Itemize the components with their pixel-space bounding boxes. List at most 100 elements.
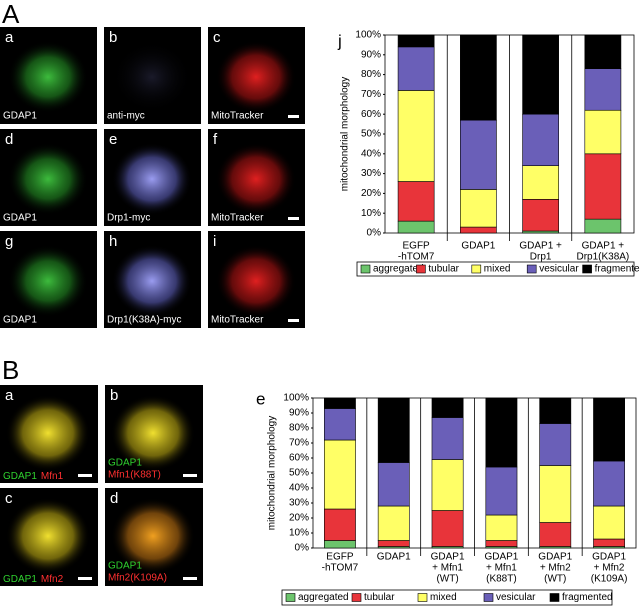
- legend-label: fragmented: [562, 592, 613, 603]
- bar-segment: [593, 538, 625, 547]
- scale-bar: [288, 115, 299, 118]
- x-tick-label: + Mfn2: [540, 563, 571, 574]
- bar-segment: [397, 90, 435, 182]
- legend-box: [281, 589, 613, 606]
- bar-segment: [324, 439, 356, 510]
- image-label: MitoTracker: [211, 213, 264, 224]
- image-label: Drp1-myc: [107, 213, 150, 224]
- bar-segment: [539, 397, 572, 424]
- image-letter: d: [5, 131, 13, 148]
- y-tick-label: 10%: [289, 528, 309, 539]
- legend-label: vesicular: [539, 264, 579, 275]
- cell-signal: [216, 245, 296, 317]
- x-tick-label: (WT): [544, 574, 566, 585]
- panel-letter: B: [2, 355, 19, 385]
- y-tick-label: 60%: [361, 109, 381, 120]
- bar-segment: [539, 522, 572, 547]
- x-tick-label: GDAP1: [377, 552, 411, 563]
- bar-segment: [593, 505, 625, 540]
- y-tick-label: 40%: [361, 148, 381, 159]
- legend-label: fragmented: [595, 264, 640, 275]
- bar-segment: [539, 465, 572, 523]
- bar-segment: [377, 505, 410, 541]
- bar-segment: [324, 540, 356, 549]
- legend-swatch: [471, 264, 482, 274]
- x-tick-label: (K88T): [486, 574, 517, 585]
- bar-segment: [485, 397, 518, 468]
- scale-bar: [78, 474, 92, 477]
- bar-segment: [522, 199, 559, 232]
- x-tick-label: + Mfn1: [486, 563, 517, 574]
- cell-signal: [111, 395, 195, 471]
- bar-segment: [324, 508, 356, 541]
- image-label: GDAP1: [3, 315, 37, 326]
- y-tick-label: 80%: [361, 69, 381, 80]
- chart-letter: j: [337, 31, 342, 50]
- cell-signal: [111, 498, 195, 574]
- image-label: GDAP1: [3, 111, 37, 122]
- bar-segment: [584, 218, 622, 234]
- bar-segment: [397, 220, 435, 234]
- bar-segment: [431, 397, 464, 418]
- legend-label: mixed: [430, 592, 457, 603]
- image-label: Drp1(K38A)-myc: [107, 315, 181, 326]
- bar-segment: [460, 226, 497, 234]
- x-tick-label: Drp1(K38A): [576, 252, 629, 263]
- bar-segment: [324, 397, 356, 409]
- bar-segment: [584, 34, 622, 69]
- bar-segment: [485, 514, 518, 541]
- y-tick-label: 70%: [361, 89, 381, 100]
- image-letter: g: [5, 233, 13, 250]
- x-tick-label: + Mfn2: [594, 563, 625, 574]
- x-tick-label: -hTOM7: [398, 252, 435, 263]
- x-tick-label: EGFP: [403, 241, 431, 252]
- scale-bar: [183, 474, 197, 477]
- legend-swatch: [285, 593, 296, 602]
- bar-segment: [485, 466, 518, 516]
- y-tick-label: 10%: [361, 208, 381, 219]
- panel-letter: A: [2, 0, 20, 29]
- bar-segment: [431, 459, 464, 511]
- x-tick-label: GDAP1: [431, 552, 465, 563]
- x-tick-label: GDAP1: [592, 552, 626, 563]
- y-tick-label: 60%: [289, 453, 309, 464]
- image-label: MitoTracker: [211, 111, 264, 122]
- y-tick-label: 90%: [289, 408, 309, 419]
- legend-label: aggregated: [373, 264, 424, 275]
- chart-letter: e: [256, 389, 265, 408]
- scale-bar: [183, 577, 197, 580]
- bar-segment: [397, 181, 435, 222]
- x-tick-label: GDAP1: [538, 552, 572, 563]
- y-tick-label: 100%: [283, 393, 309, 404]
- x-tick-label: Drp1: [530, 252, 552, 263]
- legend-swatch: [417, 593, 428, 602]
- image-label: MitoTracker: [211, 315, 264, 326]
- y-tick-label: 70%: [289, 438, 309, 449]
- bar-segment: [593, 397, 625, 462]
- label-part: GDAP1: [3, 471, 37, 482]
- y-tick-label: 40%: [289, 483, 309, 494]
- x-tick-label: + Mfn1: [432, 563, 463, 574]
- legend-swatch: [360, 264, 371, 274]
- image-label: GDAP1 Mfn2: [3, 574, 64, 585]
- y-tick-label: 0%: [295, 543, 310, 554]
- y-tick-label: 20%: [289, 513, 309, 524]
- label-part: Mfn2: [41, 574, 64, 585]
- y-tick-label: 30%: [361, 168, 381, 179]
- legend-label: tubular: [428, 264, 459, 275]
- image-letter: b: [110, 387, 118, 404]
- bar-segment: [584, 68, 622, 111]
- image-label: Mfn2(K109A): [108, 573, 167, 584]
- image-letter: b: [109, 29, 117, 46]
- bar-segment: [377, 540, 410, 547]
- legend-label: aggregated: [298, 592, 349, 603]
- cell-signal: [216, 41, 296, 113]
- image-letter: f: [213, 131, 218, 148]
- y-tick-label: 50%: [289, 468, 309, 479]
- x-tick-label: GDAP1 +: [582, 241, 625, 252]
- legend-swatch: [483, 593, 494, 602]
- scale-bar: [78, 577, 92, 580]
- legend-swatch: [351, 593, 362, 602]
- bar-segment: [485, 540, 518, 547]
